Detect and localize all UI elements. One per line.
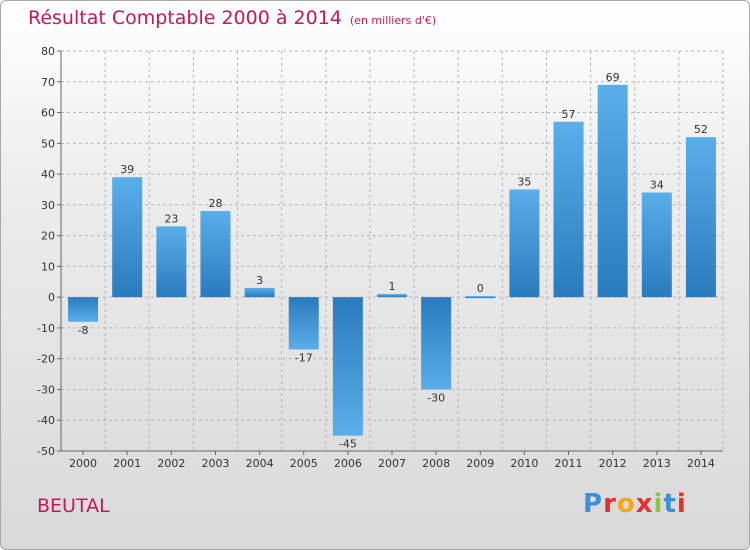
- bar-2003: [200, 211, 231, 298]
- bar-2010: [509, 189, 540, 298]
- bar-2007: [377, 294, 407, 298]
- logo-letter: x: [635, 489, 654, 519]
- proxiti-logo: Proxiti: [583, 489, 687, 519]
- y-tick-label: 70: [41, 76, 55, 89]
- data-label-2013: 34: [650, 179, 664, 192]
- y-tick-label: 30: [41, 199, 55, 212]
- logo-letter: i: [653, 489, 664, 519]
- data-label-2004: 3: [256, 274, 263, 287]
- y-tick-label: 0: [48, 291, 55, 304]
- x-tick-label-2008: 2008: [422, 457, 450, 470]
- axes: [57, 50, 723, 455]
- bar-2013: [641, 192, 672, 298]
- data-label-2002: 23: [164, 212, 178, 225]
- y-tick-label: -30: [37, 383, 55, 396]
- y-tick-label: 10: [41, 260, 55, 273]
- x-tick-label-2005: 2005: [290, 457, 318, 470]
- data-label-2010: 35: [517, 175, 531, 188]
- y-tick-label: -20: [37, 353, 55, 366]
- y-tick-label: -10: [37, 322, 55, 335]
- bar-2006: [332, 297, 363, 436]
- x-tick-label-2007: 2007: [378, 457, 406, 470]
- y-tick-label: 80: [41, 45, 55, 58]
- data-label-2003: 28: [208, 197, 222, 210]
- x-tick-label-2000: 2000: [69, 457, 97, 470]
- x-tick-label-2011: 2011: [555, 457, 583, 470]
- bar-2005: [288, 297, 319, 350]
- logo-letter: r: [603, 489, 617, 519]
- y-tick-label: 50: [41, 137, 55, 150]
- bar-2001: [112, 177, 143, 298]
- chart-title-text: Résultat Comptable 2000 à 2014: [28, 7, 342, 29]
- data-label-2014: 52: [694, 123, 708, 136]
- data-label-2008: -30: [427, 391, 445, 404]
- x-tick-label-2014: 2014: [687, 457, 715, 470]
- chart-title: Résultat Comptable 2000 à 2014 (en millie…: [28, 7, 436, 29]
- bar-2008: [421, 297, 452, 390]
- bar-2000: [68, 297, 99, 322]
- bar-2012: [597, 84, 628, 298]
- commune-name: BEUTAL: [37, 495, 110, 517]
- labels: -50-40-30-20-1001020304050607080-8200039…: [37, 45, 715, 470]
- x-tick-label-2004: 2004: [246, 457, 274, 470]
- data-label-2000: -8: [78, 324, 89, 337]
- y-tick-label: 60: [41, 107, 55, 120]
- x-tick-label-2006: 2006: [334, 457, 362, 470]
- y-tick-label: 20: [41, 230, 55, 243]
- bar-2004: [244, 287, 275, 298]
- logo-letter: P: [583, 489, 604, 519]
- data-label-2001: 39: [120, 163, 134, 176]
- y-tick-label: -50: [37, 445, 55, 458]
- x-tick-label-2012: 2012: [599, 457, 627, 470]
- logo-letter: i: [676, 489, 687, 519]
- bar-2009: [465, 296, 496, 299]
- y-tick-label: -40: [37, 414, 55, 427]
- bar-2011: [553, 121, 584, 298]
- data-label-2005: -17: [295, 351, 313, 364]
- logo-letter: t: [663, 489, 677, 519]
- x-tick-label-2002: 2002: [157, 457, 185, 470]
- bar-2014: [685, 137, 716, 298]
- x-tick-label-2009: 2009: [466, 457, 494, 470]
- data-label-2012: 69: [606, 71, 620, 84]
- logo-letter: o: [616, 489, 636, 519]
- data-label-2007: 1: [389, 280, 396, 293]
- data-label-2006: -45: [339, 438, 357, 451]
- data-label-2011: 57: [562, 108, 576, 121]
- x-tick-label-2013: 2013: [643, 457, 671, 470]
- bar-2002: [156, 226, 187, 298]
- data-label-2009: 0: [477, 282, 484, 295]
- grid-lines: [60, 50, 724, 452]
- x-tick-label-2010: 2010: [510, 457, 538, 470]
- x-tick-label-2001: 2001: [113, 457, 141, 470]
- bars: [68, 84, 716, 436]
- x-tick-label-2003: 2003: [201, 457, 229, 470]
- chart-subtitle: (en milliers d'€): [349, 14, 437, 27]
- y-tick-label: 40: [41, 168, 55, 181]
